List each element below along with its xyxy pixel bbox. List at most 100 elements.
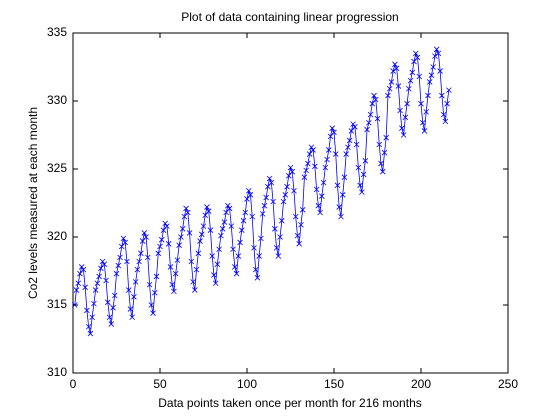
data-point [383, 134, 389, 141]
data-point [397, 107, 403, 114]
data-point [263, 194, 269, 201]
data-point [185, 209, 191, 216]
data-point [254, 275, 261, 281]
data-point [122, 239, 128, 246]
data-point [329, 125, 336, 131]
data-point [113, 270, 120, 277]
data-point [139, 238, 146, 244]
data-point [136, 258, 142, 265]
data-point [87, 330, 94, 337]
data-point [247, 192, 254, 198]
data-point [334, 182, 341, 189]
data-point [428, 72, 435, 78]
data-point [200, 223, 207, 229]
data-point [280, 198, 287, 205]
data-point [322, 164, 329, 171]
data-point [412, 50, 419, 57]
data-point [345, 144, 351, 151]
y-tick-label: 315 [47, 297, 67, 311]
data-point [275, 253, 282, 259]
data-point [223, 209, 229, 216]
data-point [291, 187, 297, 194]
data-point [252, 266, 259, 273]
data-point [124, 258, 130, 265]
data-point [235, 253, 242, 259]
data-point [167, 264, 174, 270]
data-point [132, 279, 139, 285]
data-point [353, 141, 360, 148]
data-point [230, 246, 236, 253]
data-point [272, 226, 278, 232]
data-point [94, 280, 101, 287]
data-point [179, 226, 186, 232]
data-point [289, 168, 296, 175]
data-point [312, 163, 318, 170]
data-point [110, 304, 116, 311]
data-point [85, 323, 92, 330]
data-point [446, 87, 452, 93]
data-point [145, 254, 151, 261]
data-point [117, 254, 123, 261]
data-point [359, 189, 365, 195]
data-point [418, 100, 424, 107]
x-axis-label: Data points taken once per month for 216… [158, 396, 422, 410]
data-point [270, 198, 276, 205]
data-point [379, 168, 386, 175]
data-point [92, 287, 99, 293]
data-point [162, 220, 169, 227]
data-point [376, 141, 383, 148]
data-point [105, 299, 111, 306]
data-point [366, 119, 372, 126]
data-point [143, 234, 149, 240]
data-point [111, 292, 118, 299]
data-point [138, 250, 144, 257]
data-point [238, 227, 245, 233]
x-tick-label: 250 [498, 377, 518, 391]
data-point [259, 211, 266, 217]
data-point [339, 192, 346, 198]
data-point [399, 125, 405, 131]
data-point [395, 83, 402, 89]
data-point [75, 280, 82, 287]
data-point [150, 310, 156, 316]
data-point [327, 133, 334, 140]
data-point [146, 281, 153, 288]
data-point [372, 96, 379, 103]
data-point [118, 243, 125, 250]
data-point [225, 202, 231, 209]
data-point [202, 212, 209, 219]
data-point [324, 156, 330, 163]
data-point [251, 245, 257, 251]
data-point [421, 128, 428, 134]
data-point [336, 204, 343, 210]
data-point [350, 121, 356, 127]
data-point [169, 281, 175, 288]
data-point [402, 114, 409, 121]
y-tick-label: 335 [47, 25, 67, 39]
data-point [325, 147, 332, 153]
data-point [287, 164, 294, 171]
data-point [388, 79, 395, 85]
data-point [285, 173, 292, 179]
data-point [381, 149, 388, 156]
y-axis-label: Co2 levels measured at each month [26, 107, 40, 299]
data-point [80, 266, 87, 273]
data-point [430, 64, 436, 70]
data-point [294, 232, 301, 239]
data-point [374, 115, 381, 122]
data-point [89, 314, 95, 321]
data-point [158, 236, 165, 243]
data-point [364, 126, 370, 133]
data-point [444, 100, 450, 107]
data-point [232, 264, 238, 270]
data-point [160, 227, 167, 233]
data-point [221, 219, 228, 225]
plot-area [72, 32, 509, 374]
data-point [273, 245, 280, 251]
data-point [352, 124, 358, 130]
x-tick-label: 0 [70, 377, 77, 391]
data-point [317, 209, 323, 216]
data-point [237, 239, 243, 246]
y-tick-label: 310 [47, 365, 67, 379]
